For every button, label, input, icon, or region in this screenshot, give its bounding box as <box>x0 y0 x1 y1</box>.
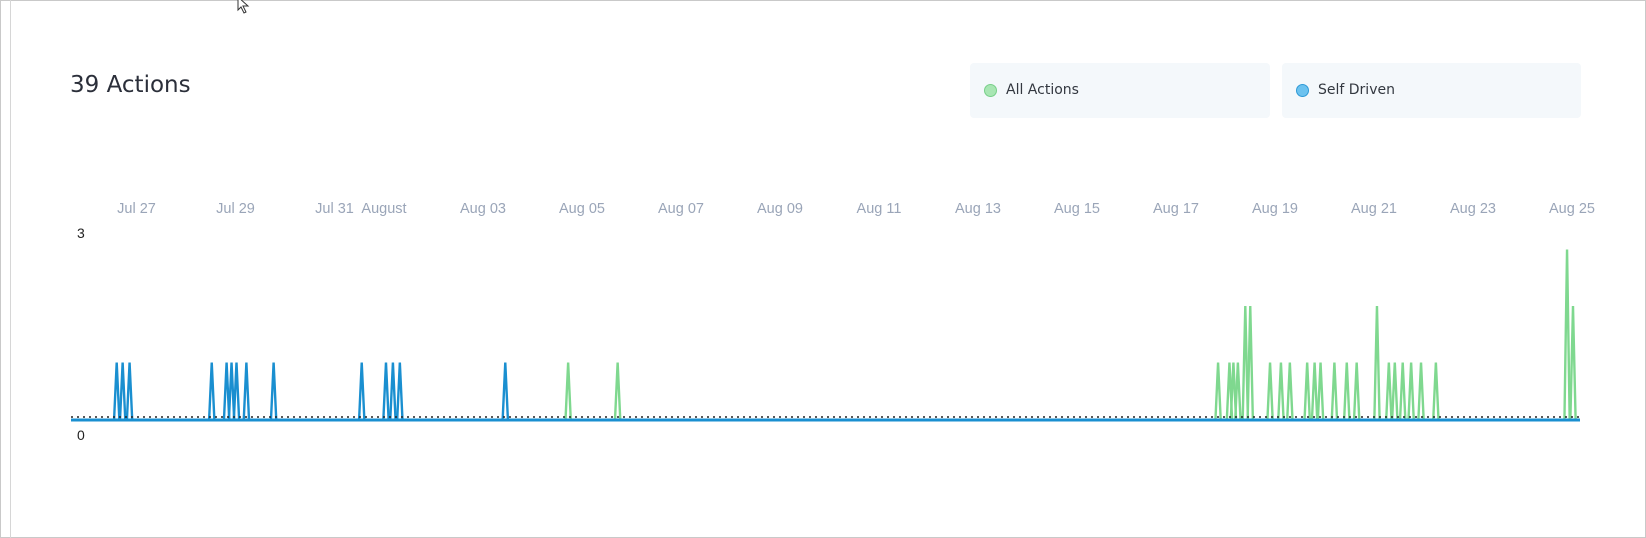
panel-divider <box>10 0 11 538</box>
self-driven-spike <box>396 362 404 420</box>
x-tick-label: Aug 11 <box>857 201 902 217</box>
x-tick-label: Jul 29 <box>216 201 255 217</box>
x-tick-label: Aug 07 <box>658 201 704 217</box>
self-driven-spike <box>222 362 231 420</box>
all-actions-spike <box>1277 362 1285 420</box>
all-actions-spike <box>1563 249 1571 420</box>
x-tick-label: Aug 17 <box>1153 201 1199 217</box>
self-driven-spike <box>389 362 397 420</box>
all-actions-spike <box>613 362 622 420</box>
self-driven-spike <box>118 362 127 420</box>
all-actions-spike <box>1352 362 1361 420</box>
all-actions-spike <box>1385 362 1393 420</box>
legend-label-all-actions: All Actions <box>1006 82 1079 98</box>
x-tick-label: Jul 27 <box>117 201 156 217</box>
legend-self-driven[interactable]: Self Driven <box>1282 63 1581 118</box>
all-actions-spike <box>1246 305 1255 420</box>
all-actions-spike <box>564 362 572 420</box>
x-tick-label: Aug 09 <box>757 201 803 217</box>
x-tick-label: Aug 13 <box>955 201 1001 217</box>
all-actions-spike <box>1241 305 1250 420</box>
all-actions-spike <box>1569 305 1577 420</box>
all-actions-spike <box>1266 362 1274 420</box>
self-driven-spike <box>207 362 216 420</box>
self-driven-spike <box>232 362 241 420</box>
all-actions-spike <box>1417 362 1425 420</box>
all-actions-spike <box>1234 362 1242 420</box>
self-driven-dot-icon <box>1296 84 1309 97</box>
self-driven-spike <box>382 362 390 420</box>
x-tick-label: August <box>361 201 406 217</box>
self-driven-spike <box>501 362 510 420</box>
all-actions-spike <box>1373 305 1381 420</box>
all-actions-dot-icon <box>984 84 997 97</box>
all-actions-spike <box>1330 362 1339 420</box>
actions-count-title: 39 Actions <box>70 72 191 98</box>
y-tick-label: 3 <box>77 225 85 241</box>
x-tick-label: Aug 25 <box>1549 201 1595 217</box>
all-actions-spike <box>1407 362 1415 420</box>
x-tick-label: Aug 05 <box>559 201 605 217</box>
x-tick-label: Aug 19 <box>1252 201 1298 217</box>
self-driven-spike <box>227 362 236 420</box>
self-driven-spike <box>242 362 251 420</box>
self-driven-spike <box>125 362 134 420</box>
x-tick-label: Aug 03 <box>460 201 506 217</box>
self-driven-spike <box>357 362 366 420</box>
all-actions-spike <box>1214 362 1222 420</box>
y-tick-label: 0 <box>77 427 85 443</box>
all-actions-spike <box>1316 362 1325 420</box>
all-actions-spike <box>1398 362 1407 420</box>
self-driven-spike <box>269 362 278 420</box>
x-tick-label: Aug 15 <box>1054 201 1100 217</box>
all-actions-spike <box>1432 362 1440 420</box>
self-driven-spike <box>112 362 121 420</box>
x-tick-label: Jul 31 <box>315 201 354 217</box>
all-actions-spike <box>1303 362 1311 420</box>
all-actions-spike <box>1310 362 1319 420</box>
x-tick-label: Aug 23 <box>1450 201 1496 217</box>
x-tick-label: Aug 21 <box>1351 201 1397 217</box>
all-actions-spike <box>1342 362 1351 420</box>
mouse-cursor-icon <box>237 0 250 14</box>
all-actions-spike <box>1286 362 1294 420</box>
all-actions-spike <box>1390 362 1399 420</box>
legend-label-self-driven: Self Driven <box>1318 82 1395 98</box>
legend-all-actions[interactable]: All Actions <box>970 63 1270 118</box>
